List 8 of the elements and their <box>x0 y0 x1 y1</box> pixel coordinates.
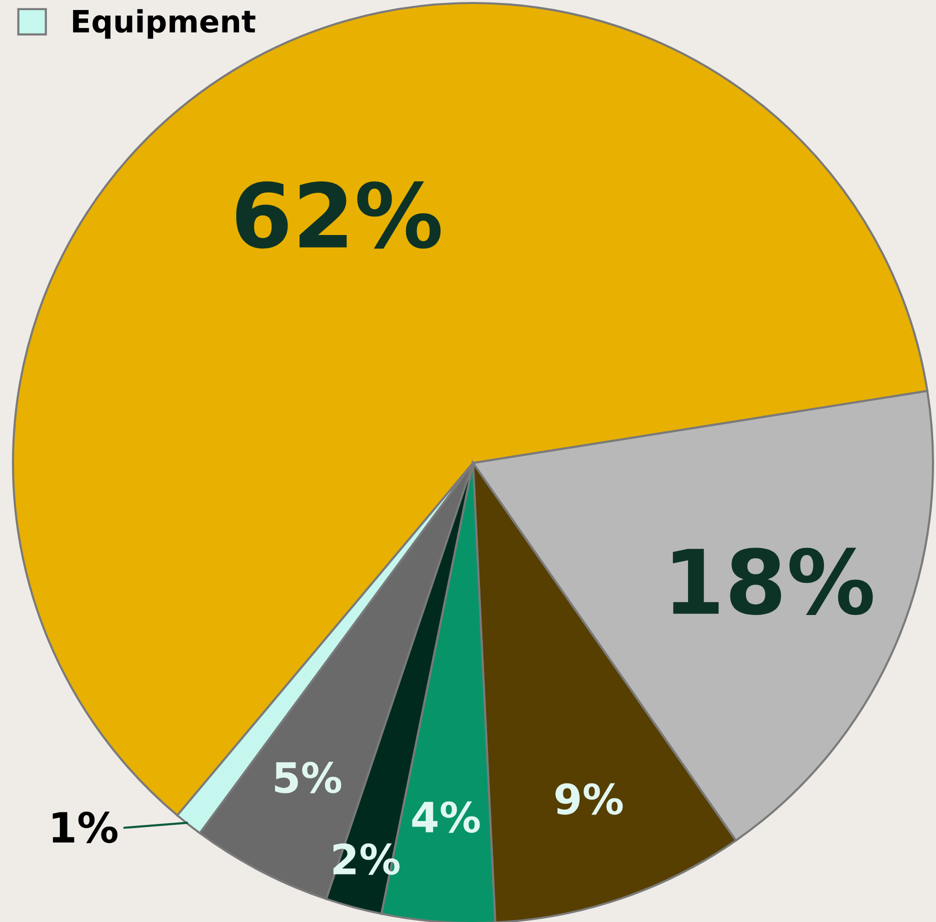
data-label: 1% <box>52 812 118 844</box>
data-label: 4% <box>412 801 480 833</box>
data-label: 9% <box>555 783 623 815</box>
data-label: 18% <box>672 548 873 615</box>
data-label: 62% <box>236 181 441 249</box>
data-label: 5% <box>275 762 342 794</box>
data-label: 2% <box>333 843 400 875</box>
legend-label: Equipment <box>73 9 256 39</box>
